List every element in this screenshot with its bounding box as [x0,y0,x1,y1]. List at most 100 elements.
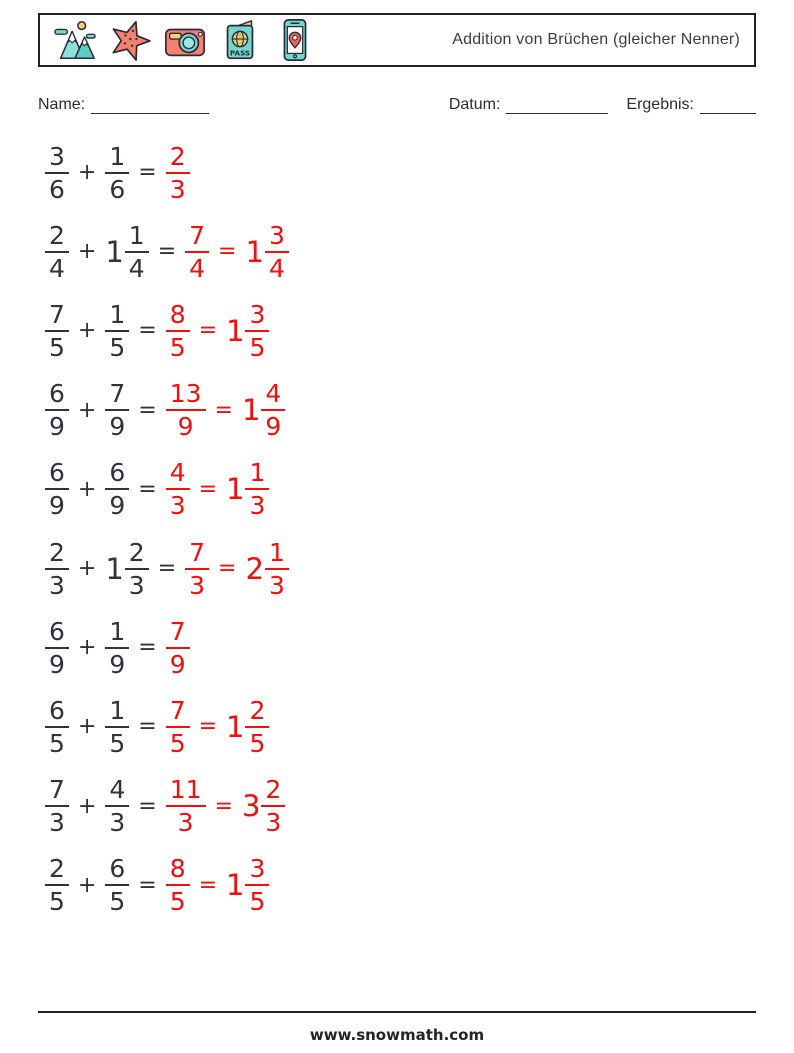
whole-number: 1 [226,472,245,507]
fraction: 13 9 [165,380,206,442]
problem-row: 2 3 +1 2 3 = 7 3 = 2 1 3 [45,529,756,608]
whole-number: 1 [241,393,261,428]
datum-blank-line [506,95,609,114]
denominator: 5 [169,887,186,917]
equals-operator: = [218,556,237,582]
denominator: 3 [128,570,145,600]
denominator: 9 [109,491,126,521]
problem-row: 7 5 +1 5 = 8 5 = 1 3 5 [45,291,756,370]
problem-row: 6 9 +7 9 = 13 9 = 1 4 9 [45,371,756,450]
denominator: 3 [49,808,65,838]
name-blank-line [91,95,210,114]
footer-url: www.snowmath.com [309,1026,485,1044]
equals-operator: = [138,793,157,819]
passport-icon: PASS [217,17,263,63]
numerator: 1 [245,459,270,491]
plus-operator: + [77,635,97,661]
problem-row: 6 9 +6 9 = 4 3 = 1 1 3 [45,450,756,529]
whole-number: 2 [245,551,264,586]
problems-list: 3 6 +1 6 = 2 3 2 4 +1 1 4 = 7 4 = 1 3 4 7 5 +1 5 = 8 5 = 1 3 5 6 9 +7 9 = 1… [45,133,756,925]
equals-operator: = [198,872,218,898]
numerator: 3 [45,143,69,174]
denominator: 4 [268,253,285,283]
page-title: Addition von Brüchen (gleicher Nenner) [452,31,740,48]
problem-row: 2 4 +1 1 4 = 7 4 = 1 3 4 [45,212,756,291]
plus-operator: + [77,872,97,898]
numerator: 2 [45,222,69,253]
denominator: 9 [49,491,65,521]
plus-operator: + [77,793,97,819]
denominator: 5 [169,728,186,758]
equals-operator: = [138,714,157,740]
denominator: 3 [265,808,282,838]
equals-operator: = [157,239,177,265]
plus-operator: + [77,714,97,740]
whole-number: 1 [105,234,124,269]
numerator: 3 [245,301,270,332]
plus-operator: + [77,239,97,265]
denominator: 5 [249,332,266,362]
numerator: 1 [264,539,289,570]
whole-number: 1 [105,551,124,586]
denominator: 3 [249,491,266,521]
numerator: 1 [105,301,130,332]
plus-operator: + [77,556,97,582]
denominator: 9 [177,412,194,442]
numerator: 8 [165,855,190,887]
denominator: 6 [109,174,126,204]
datum-field: Datum: [449,95,609,114]
numerator: 13 [165,380,206,412]
numerator: 6 [105,855,130,887]
denominator: 4 [49,253,65,283]
numerator: 4 [261,380,286,412]
denominator: 5 [109,887,126,917]
numerator: 11 [165,776,206,808]
numerator: 1 [105,143,130,174]
denominator: 5 [49,332,65,362]
denominator: 5 [49,728,65,758]
denominator: 5 [109,332,126,362]
numerator: 4 [105,776,130,808]
denominator: 3 [189,570,206,600]
datum-label: Datum: [448,96,501,113]
numerator: 2 [45,539,69,570]
numerator: 2 [124,539,149,570]
equals-operator: = [198,714,218,740]
denominator: 9 [49,649,65,679]
equals-operator: = [138,397,157,423]
denominator: 5 [249,887,266,917]
whole-number: 1 [226,313,245,348]
equals-operator: = [218,239,237,265]
numerator: 1 [105,697,130,728]
equals-operator: = [198,476,218,502]
problem-row: 3 6 +1 6 = 2 3 [45,133,756,212]
numerator: 8 [165,301,190,332]
denominator: 4 [189,253,206,283]
equals-operator: = [214,397,233,423]
equals-operator: = [214,793,233,819]
denominator: 4 [128,253,145,283]
numerator: 2 [245,697,270,728]
plus-operator: + [77,318,97,344]
problem-row: 2 5 +6 5 = 8 5 = 1 3 5 [45,846,756,925]
